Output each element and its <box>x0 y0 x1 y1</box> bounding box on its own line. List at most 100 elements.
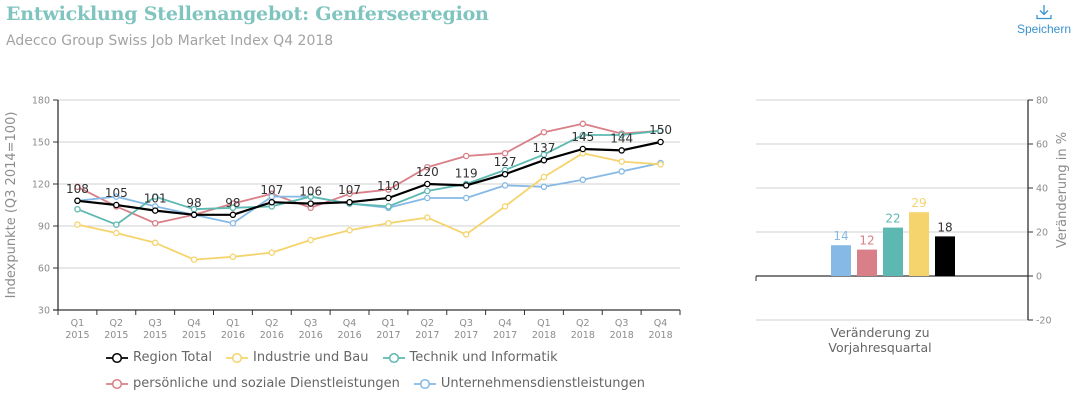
data-label: 107 <box>260 183 283 197</box>
data-point <box>385 194 392 202</box>
data-point <box>113 221 120 228</box>
x-tick-label-quarter: Q2 <box>110 318 124 329</box>
legend-marker-icon <box>413 378 436 389</box>
legend-item-region_total[interactable]: Region Total <box>106 350 212 365</box>
bar-label: 14 <box>833 229 848 243</box>
data-point <box>307 200 314 207</box>
data-point <box>346 226 353 234</box>
data-point <box>113 229 120 237</box>
data-point <box>540 156 548 164</box>
x-tick-label-year: 2016 <box>299 330 323 341</box>
data-point <box>657 138 664 146</box>
bar-caption-line-1: Veränderung zu <box>830 325 930 340</box>
series-persoenlich <box>74 120 664 227</box>
data-point <box>579 145 587 153</box>
series-technik <box>74 127 664 228</box>
bar-chart-y-axis-title: Veränderung in % <box>1055 132 1070 248</box>
legend-item-unternehmen[interactable]: Unternehmensdienstleistungen <box>413 376 645 391</box>
x-tick-label-year: 2018 <box>571 330 595 341</box>
legend-row: Region Total Industrie und Bau Technik und… <box>106 350 558 365</box>
data-point <box>190 256 198 263</box>
x-tick-label-year: 2018 <box>648 330 672 341</box>
y-tick-label: 0 <box>1036 272 1042 283</box>
x-tick-label-quarter: Q1 <box>382 318 396 329</box>
data-point <box>462 182 470 189</box>
data-label: 101 <box>144 192 167 206</box>
data-label: 150 <box>649 123 672 137</box>
data-point <box>190 211 198 219</box>
x-tick-label-quarter: Q2 <box>265 318 279 329</box>
x-tick-label-year: 2017 <box>376 330 400 341</box>
save-button[interactable]: Speichern <box>1014 4 1074 36</box>
line-chart-grid <box>58 99 680 269</box>
data-point <box>424 214 431 221</box>
data-point <box>501 182 509 189</box>
legend-label: Industrie und Bau <box>253 350 369 365</box>
data-point <box>424 180 431 188</box>
series-line-persoenlich <box>77 122 661 225</box>
x-tick-label-quarter: Q4 <box>343 318 357 329</box>
data-point <box>151 219 159 227</box>
series-industrie <box>74 149 664 263</box>
legend-label: Technik und Informatik <box>409 350 558 365</box>
chart-title: Entwicklung Stellenangebot: Genferseereg… <box>6 3 489 25</box>
y-tick-label: -20 <box>1036 316 1052 327</box>
x-tick-label-quarter: Q1 <box>71 318 85 329</box>
y-tick-label: 80 <box>1036 96 1048 107</box>
data-point <box>385 203 392 210</box>
data-point <box>424 194 431 202</box>
x-tick-label-year: 2016 <box>260 330 284 341</box>
legend-item-industrie[interactable]: Industrie und Bau <box>226 350 369 365</box>
series-line-industrie <box>77 152 661 261</box>
x-tick-label-quarter: Q1 <box>537 318 551 329</box>
x-tick-label-year: 2017 <box>454 330 478 341</box>
save-label: Speichern <box>1016 22 1072 36</box>
x-tick-label-quarter: Q1 <box>226 318 240 329</box>
data-point <box>579 120 587 128</box>
data-point <box>618 158 625 165</box>
bar-technik <box>883 227 903 276</box>
bar-chart-axes: -20 0 20 40 60 80 <box>755 96 1052 327</box>
data-label: 105 <box>105 186 128 200</box>
data-point <box>307 236 314 244</box>
x-tick-label-year: 2016 <box>221 330 245 341</box>
data-point <box>74 221 81 228</box>
data-point <box>579 131 587 139</box>
data-point <box>346 198 353 206</box>
data-point <box>462 194 470 202</box>
bar-persoenlich <box>857 249 877 276</box>
x-tick-label-quarter: Q3 <box>459 318 473 329</box>
data-point <box>424 187 431 195</box>
y-tick-label: 90 <box>38 222 50 233</box>
legend-item-persoenlich[interactable]: persönliche und soziale Dienstleistungen <box>106 376 400 391</box>
data-label: 106 <box>299 185 322 199</box>
data-label: 98 <box>225 196 240 210</box>
line-chart-y-axis-title: Indexpunkte (Q3 2014=100) <box>4 112 19 299</box>
data-point <box>424 163 431 171</box>
data-point <box>229 219 237 227</box>
data-point <box>346 190 353 198</box>
y-tick-label: 60 <box>38 264 50 275</box>
data-point <box>151 239 159 247</box>
bar-label: 22 <box>885 212 900 226</box>
bar-chart-grid <box>756 99 1028 321</box>
data-point <box>113 193 120 200</box>
x-tick-label-year: 2015 <box>182 330 206 341</box>
bar-label: 29 <box>911 196 926 210</box>
y-tick-label: 150 <box>32 138 50 149</box>
data-point <box>501 203 509 210</box>
x-tick-label-quarter: Q3 <box>148 318 162 329</box>
y-tick-label: 40 <box>1036 184 1048 195</box>
data-point <box>579 176 587 184</box>
data-point <box>307 193 314 200</box>
bar-region_total <box>935 236 955 276</box>
data-point <box>74 183 81 191</box>
data-point <box>151 193 159 200</box>
line-chart-data-labels: 108 105 101 98 98 107 106 107 110 120 119 127 137 145… <box>66 123 672 210</box>
x-tick-label-year: 2018 <box>532 330 556 341</box>
data-point <box>501 149 509 157</box>
legend-marker-icon <box>106 378 128 389</box>
bar-caption-line-2: Vorjahresquartal <box>828 340 932 355</box>
legend-item-technik[interactable]: Technik und Informatik <box>382 350 558 365</box>
